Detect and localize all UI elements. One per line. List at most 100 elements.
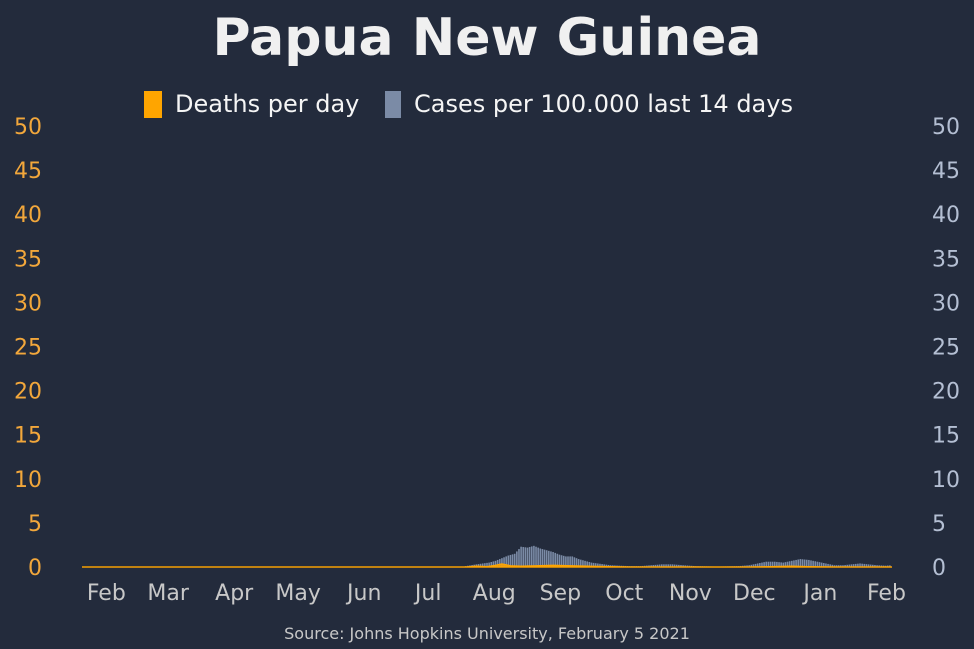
cases-bar [524,547,527,567]
cases-bar [560,555,563,567]
x-tick-label: Mar [147,581,189,606]
cases-bar [494,560,497,567]
cases-bar [825,563,827,567]
cases-bar [767,561,770,567]
cases-bar [808,559,810,567]
cases-bar [550,551,552,567]
cases-bar [582,560,584,567]
cases-bar [835,565,838,567]
cases-bar [752,564,755,567]
cases-bar [816,561,819,567]
cases-bar [590,562,593,567]
cases-bar [671,564,674,567]
cases-bar [756,563,759,567]
cases-bar [818,562,821,567]
cases-bar [539,548,542,567]
cases-bar [776,561,778,567]
cases-bar [537,547,539,567]
cases-bar [552,552,554,567]
cases-bar [503,557,505,567]
cases-bar [675,564,678,567]
cases-bar [597,563,599,567]
cases-bar [780,562,782,567]
cases-bar [490,562,493,567]
cases-bar [820,562,823,567]
legend-label-cases: Cases per 100.000 last 14 days [414,90,793,118]
y-right-tick-label: 30 [932,291,960,316]
cases-bar [886,565,889,567]
cases-bar [571,556,574,567]
cases-bar [795,559,797,567]
cases-bar [548,550,550,567]
cases-bar [652,565,655,567]
cases-bar [496,559,499,567]
cases-bar [741,565,744,567]
cases-bar [831,564,834,567]
cases-bar [565,556,567,567]
cases-bar [680,565,682,567]
cases-bar [827,563,829,567]
cases-bar [682,565,684,567]
x-tick-label: Jan [801,581,837,606]
cases-bar [859,563,861,567]
legend-label-deaths: Deaths per day [175,90,359,118]
cases-bar [812,560,814,567]
cases-bar [788,561,791,567]
cases-bar [477,564,480,567]
cases-bar [520,546,522,567]
y-left-tick-label: 5 [28,512,42,537]
cases-bar [746,565,748,567]
cases-bar [654,564,657,567]
cases-bar [791,560,793,567]
legend: Deaths per day Cases per 100.000 last 14… [144,90,793,118]
cases-bar [646,565,648,567]
cases-bar [778,562,780,567]
cases-bar [810,560,812,567]
cases-bar [837,565,840,567]
x-tick-label: Jun [345,581,381,606]
cases-bar [505,556,507,567]
cases-bar [556,553,559,567]
cases-bar [658,564,661,567]
cases-bar [603,564,606,567]
cases-bar [577,559,580,567]
x-tick-label: Jul [413,581,442,606]
y-left-tick-label: 0 [28,556,42,581]
cases-bar [513,553,516,567]
cases-bar [599,563,601,567]
cases-bar [854,563,857,567]
y-right-tick-label: 25 [932,336,960,361]
x-tick-label: Apr [215,581,254,606]
x-tick-label: Aug [473,581,516,606]
cases-bar [586,561,588,567]
cases-bar [678,564,680,567]
y-right-tick-label: 15 [932,424,960,449]
cases-bar [688,565,691,567]
cases-bar [880,565,883,567]
cases-bar [803,559,806,567]
cases-bar [782,562,785,567]
cases-bar [754,563,757,567]
cases-bar [488,562,490,567]
cases-bar [865,564,868,567]
cases-bar [842,565,844,567]
cases-bar [528,547,531,567]
cases-bar [592,562,595,567]
cases-bar [481,563,484,567]
y-axis-left: 0 5 10 15 20 25 30 35 40 45 50 [14,115,42,581]
cases-bar [588,562,591,567]
cases-bar [784,562,787,567]
y-left-tick-label: 15 [14,424,42,449]
x-tick-label: Feb [87,581,126,606]
cases-bar [833,565,836,567]
cases-bar [518,549,520,567]
cases-bar [573,557,576,567]
y-left-tick-label: 20 [14,380,42,405]
cases-bar [656,564,659,567]
cases-bar [869,564,872,567]
cases-bar [569,556,571,567]
cases-bar [601,564,603,567]
cases-bar [889,565,891,567]
cases-bar [786,561,789,567]
cases-bar [797,559,800,567]
